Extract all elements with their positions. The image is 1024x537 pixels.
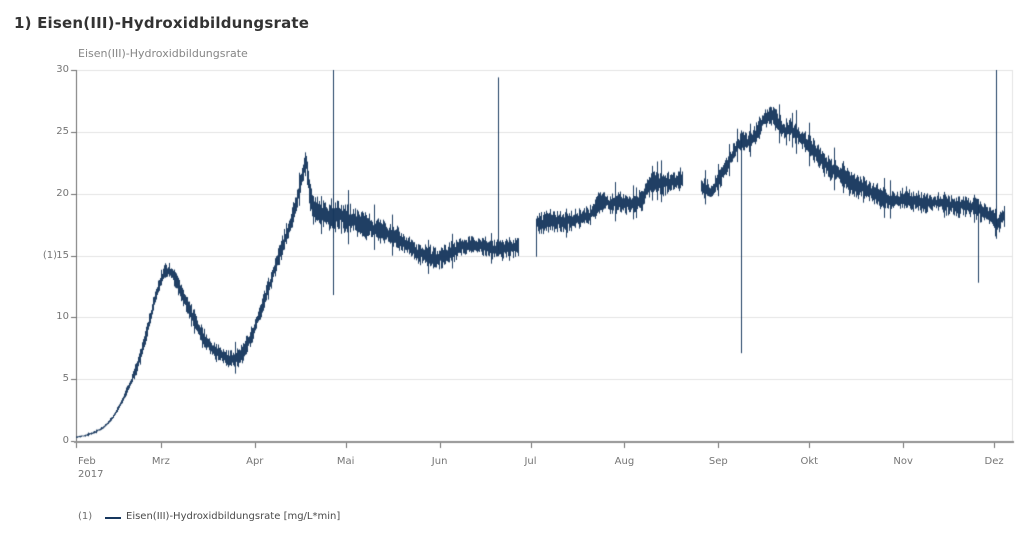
x-tick-year-label: 2017 — [78, 469, 104, 480]
x-tick-label: Apr — [246, 456, 264, 467]
x-tick-label: Okt — [800, 456, 819, 467]
y-axis-series-label: (1) — [42, 249, 57, 261]
legend-series-index: (1) — [78, 511, 93, 522]
legend-series-label: Eisen(III)-Hydroxidbildungsrate [mg/L*mi… — [126, 511, 341, 522]
chart-title: Eisen(III)-Hydroxidbildungsrate — [78, 47, 248, 60]
y-tick-label: 25 — [56, 125, 69, 137]
y-tick-label: 20 — [56, 187, 69, 199]
y-tick-label: 30 — [56, 64, 69, 75]
x-tick-label: Aug — [614, 456, 635, 467]
x-tick-label: Sep — [708, 456, 728, 467]
x-tick-label: Feb 2017 — [78, 455, 148, 481]
x-tick-label: Mrz — [151, 456, 170, 467]
x-tick-label: Mai — [336, 456, 355, 467]
page-title: 1) Eisen(III)-Hydroxidbildungsrate — [14, 14, 310, 32]
x-tick-label: Jun — [431, 456, 448, 467]
legend-line-sample-icon — [105, 517, 121, 519]
y-tick-label: 0 — [62, 435, 69, 446]
x-tick-label: Nov — [893, 456, 913, 467]
y-tick-label: 5 — [62, 373, 69, 385]
x-tick-label: Dez — [984, 456, 1004, 467]
x-tick-label: Jul — [524, 456, 537, 467]
y-tick-label: 10 — [56, 311, 69, 323]
y-tick-label: 15 — [56, 249, 69, 261]
